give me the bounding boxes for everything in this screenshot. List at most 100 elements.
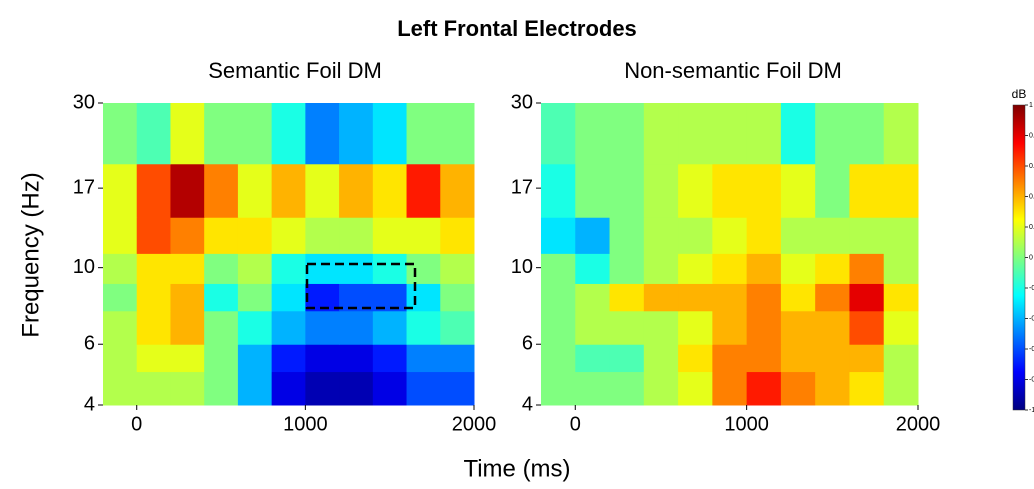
y-tick-label: 17 <box>511 176 533 198</box>
heatmap-cell <box>406 344 441 373</box>
heatmap-cell <box>541 103 576 165</box>
heatmap-cell <box>271 310 306 345</box>
colorbar-label: dB <box>1012 87 1027 101</box>
heatmap-cell <box>170 344 205 373</box>
heatmap-cell <box>643 344 679 373</box>
heatmap-cell <box>339 103 374 165</box>
heatmap-cell <box>815 344 850 373</box>
heatmap-cell <box>678 283 713 312</box>
heatmap-cell <box>575 253 611 284</box>
x-axis-label: Time (ms) <box>463 455 570 482</box>
x-tick-label: 0 <box>131 413 142 435</box>
heatmap-cell <box>712 371 748 406</box>
heatmap-cell <box>643 371 679 406</box>
heatmap-cell <box>609 283 645 312</box>
heatmap-cell <box>541 310 576 345</box>
heatmap-cell <box>643 163 679 218</box>
heatmap-cell <box>305 253 340 284</box>
heatmap-cell <box>849 344 885 373</box>
heatmap-cell <box>712 253 748 284</box>
heatmap-cell <box>372 371 408 406</box>
heatmap-cell <box>609 217 645 254</box>
heatmap-cell <box>440 103 475 165</box>
colorbar <box>1012 104 1026 411</box>
heatmap-cell <box>643 103 679 165</box>
heatmap-cell <box>103 344 138 373</box>
heatmap-cell <box>271 371 306 406</box>
heatmap-cell <box>780 283 816 312</box>
x-tick-label: 2000 <box>896 413 941 435</box>
heatmap-cell <box>305 163 340 218</box>
heatmap-cell <box>170 283 205 312</box>
heatmap-cell <box>271 217 306 254</box>
heatmap-cell <box>678 344 713 373</box>
heatmap-cell <box>305 310 340 345</box>
heatmap-cell <box>883 344 919 373</box>
heatmap-cell <box>305 283 340 312</box>
heatmap-cell <box>204 283 239 312</box>
heatmap-cell <box>609 310 645 345</box>
heatmap-cell <box>815 310 850 345</box>
heatmap-cell <box>204 163 239 218</box>
heatmap-cell <box>883 371 919 406</box>
heatmap-cell <box>541 217 576 254</box>
heatmap-cell <box>883 310 919 345</box>
heatmap-cell <box>237 344 273 373</box>
heatmap-cell <box>271 163 306 218</box>
heatmap-cell <box>541 163 576 218</box>
y-tick-label: 30 <box>511 91 533 113</box>
heatmap-cell <box>883 163 919 218</box>
heatmap-cell <box>440 283 475 312</box>
heatmap-cell <box>849 283 885 312</box>
y-tick-label: 6 <box>84 333 95 355</box>
heatmap-cell <box>849 103 885 165</box>
colorbar-tick-label: -0.2 <box>1029 285 1034 292</box>
heatmap-cell <box>204 103 239 165</box>
x-tick-label: 1000 <box>724 413 769 435</box>
y-tick-label: 10 <box>73 256 95 278</box>
heatmap-cell <box>541 283 576 312</box>
heatmap-cell <box>440 253 475 284</box>
colorbar-tick-label: 1 <box>1029 102 1033 109</box>
heatmap-cell <box>609 163 645 218</box>
heatmap-cell <box>643 217 679 254</box>
heatmap-cell <box>575 310 611 345</box>
heatmap-cell <box>237 163 273 218</box>
heatmap-cell <box>372 310 408 345</box>
heatmap-cell <box>643 283 679 312</box>
chart-title: Left Frontal Electrodes <box>397 16 637 41</box>
heatmap-cell <box>712 103 748 165</box>
heatmap-cell <box>204 344 239 373</box>
heatmap-cell <box>883 217 919 254</box>
heatmap-cell <box>712 344 748 373</box>
heatmap-cell <box>136 283 171 312</box>
heatmap-cell <box>746 344 782 373</box>
heatmap-cell <box>103 217 138 254</box>
heatmap-cell <box>815 103 850 165</box>
heatmap-cell <box>575 283 611 312</box>
heatmap-cell <box>372 253 408 284</box>
heatmap-cell <box>678 163 713 218</box>
heatmap-cell <box>678 310 713 345</box>
heatmap-cell <box>136 163 171 218</box>
heatmap-cell <box>204 253 239 284</box>
heatmap-cell <box>440 163 475 218</box>
heatmap-cell <box>883 253 919 284</box>
heatmap-cell <box>780 253 816 284</box>
heatmap-cell <box>136 310 171 345</box>
panel-subtitle: Non-semantic Foil DM <box>624 58 842 83</box>
highlight-box <box>305 262 417 310</box>
heatmap-cell <box>609 371 645 406</box>
heatmap-cell <box>237 217 273 254</box>
heatmap-cell <box>678 103 713 165</box>
heatmap-cell <box>103 163 138 218</box>
heatmap-cell <box>136 217 171 254</box>
colorbar-tick-label: 0.2 <box>1029 224 1034 231</box>
heatmap-cell <box>815 253 850 284</box>
y-tick-label: 4 <box>522 393 533 415</box>
y-tick-label: 30 <box>73 91 95 113</box>
heatmap-cell <box>815 163 850 218</box>
heatmap-cell <box>712 310 748 345</box>
x-tick-label: 1000 <box>283 413 328 435</box>
